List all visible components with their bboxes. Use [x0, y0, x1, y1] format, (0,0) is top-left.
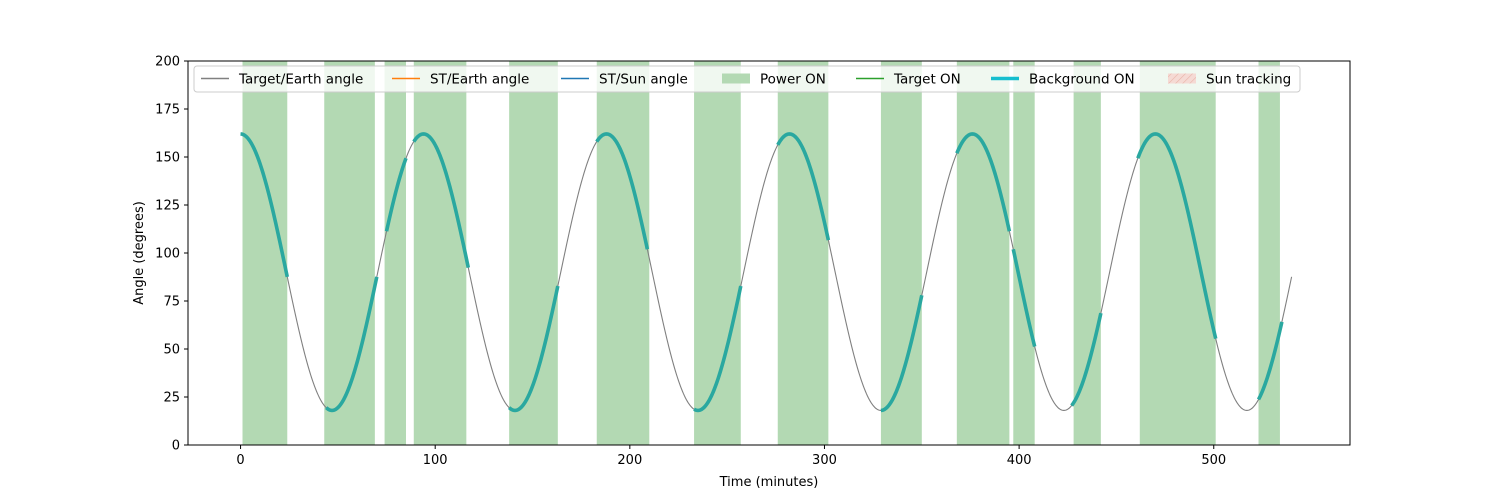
power-on-band-5 [596, 61, 650, 445]
background-on-segment-1 [325, 276, 379, 413]
y-tick-label: 50 [163, 343, 180, 358]
legend-label: Background ON [1029, 72, 1135, 88]
y-axis-ticks: 0 25 50 75 100 125 150 175 200 [155, 55, 188, 454]
background-on-segment-8 [880, 294, 924, 413]
x-axis-ticks: 0 100 200 300 400 500 [236, 445, 1226, 468]
legend-item: ST/Sun angle [561, 72, 688, 88]
legend-item: Target ON [856, 72, 961, 88]
legend-item: Sun tracking [1168, 72, 1291, 88]
background-on-segment-6 [693, 285, 743, 413]
power-on-band-6 [694, 61, 741, 445]
power-on-band-11 [1073, 61, 1101, 445]
background-on-segment-3 [412, 132, 471, 268]
x-tick-label: 500 [1201, 453, 1226, 468]
background-on-segment-7 [776, 132, 831, 241]
y-tick-label: 150 [155, 151, 180, 166]
legend-item: Background ON [991, 72, 1135, 88]
background-on-segment-10 [1011, 248, 1037, 348]
x-tick-label: 300 [812, 453, 837, 468]
power-on-band-3 [413, 61, 467, 445]
y-tick-label: 100 [155, 247, 180, 262]
x-tick-label: 0 [236, 453, 244, 468]
y-tick-label: 25 [163, 391, 180, 406]
power-on-band-12 [1139, 61, 1216, 445]
background-on-segment-13 [1256, 321, 1284, 401]
y-tick-label: 200 [155, 55, 180, 70]
legend-label: ST/Earth angle [430, 72, 529, 88]
background-on-segment-9 [955, 132, 1012, 232]
y-axis-label: Angle (degrees) [132, 201, 147, 305]
background-on-segment-0 [240, 132, 290, 278]
legend-swatch [722, 73, 750, 84]
legend: Target/Earth angle ST/Earth angle ST/Sun a… [193, 65, 1301, 93]
legend-swatch [1168, 73, 1196, 84]
y-tick-label: 175 [155, 103, 180, 118]
x-tick-label: 100 [423, 453, 448, 468]
power-on-band-0 [242, 61, 288, 445]
background-on-segment-12 [1136, 132, 1218, 340]
y-tick-label: 125 [155, 199, 180, 214]
background-on-series [240, 132, 1284, 413]
power-on-band-13 [1258, 61, 1280, 445]
power-on-bands [242, 61, 1280, 445]
power-on-band-2 [384, 61, 406, 445]
legend-label: Sun tracking [1206, 72, 1291, 88]
legend-item: Power ON [722, 72, 826, 88]
legend-item: Target/Earth angle [201, 72, 363, 88]
x-tick-label: 400 [1007, 453, 1032, 468]
power-on-band-7 [777, 61, 829, 445]
power-on-band-10 [1013, 61, 1035, 445]
background-on-segment-5 [595, 132, 650, 250]
legend-item: ST/Earth angle [392, 72, 529, 88]
y-tick-label: 75 [163, 295, 180, 310]
x-axis-label: Time (minutes) [719, 475, 819, 490]
legend-label: Power ON [760, 72, 826, 88]
power-on-band-8 [880, 61, 922, 445]
background-on-segment-2 [384, 157, 408, 232]
power-on-band-9 [956, 61, 1010, 445]
legend-label: Target ON [893, 72, 961, 88]
legend-label: ST/Sun angle [599, 72, 688, 88]
background-on-segment-11 [1070, 312, 1103, 407]
legend-label: Target/Earth angle [238, 72, 363, 88]
background-on-segment-4 [507, 285, 560, 413]
x-tick-label: 200 [617, 453, 642, 468]
y-tick-label: 0 [172, 439, 180, 454]
